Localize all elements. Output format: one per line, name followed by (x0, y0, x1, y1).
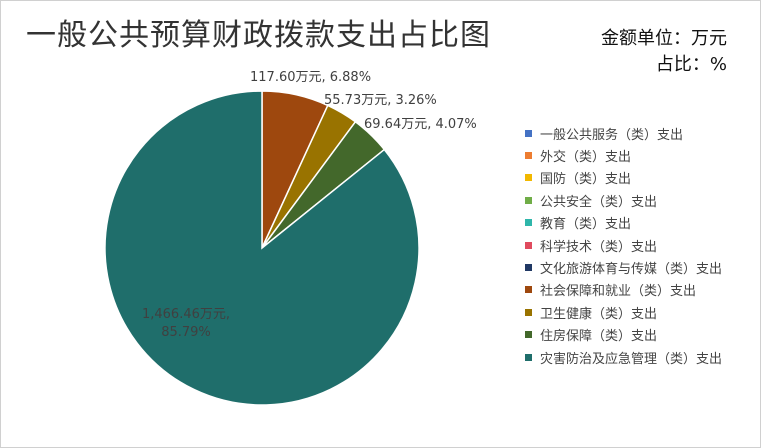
data-label: 117.60万元, 6.88% (250, 70, 371, 85)
legend-swatch (525, 264, 532, 272)
legend-label: 国防（类）支出 (540, 172, 632, 188)
legend-swatch (525, 308, 532, 316)
legend-label: 社会保障和就业（类）支出 (540, 284, 697, 300)
legend-label: 住房保障（类）支出 (540, 329, 658, 345)
legend-swatch (525, 152, 532, 160)
percent-unit-label: 占比：% (655, 54, 727, 75)
legend-swatch (525, 331, 532, 339)
legend-label: 一般公共服务（类）支出 (540, 127, 684, 143)
legend-swatch (525, 353, 532, 361)
legend-swatch (525, 129, 532, 137)
legend-label: 文化旅游体育与传媒（类）支出 (540, 262, 723, 278)
legend-item: 社会保障和就业（类）支出 (525, 279, 722, 301)
legend-item: 教育（类）支出 (525, 212, 722, 234)
legend-label: 科学技术（类）支出 (540, 239, 658, 255)
data-label: 69.64万元, 4.07% (364, 117, 477, 132)
legend-swatch (525, 241, 532, 249)
chart-title: 一般公共预算财政拨款支出占比图 (26, 18, 491, 53)
legend-item: 公共安全（类）支出 (525, 189, 722, 211)
legend-item: 卫生健康（类）支出 (525, 301, 722, 323)
legend-item: 文化旅游体育与传媒（类）支出 (525, 256, 722, 278)
legend-label: 教育（类）支出 (540, 217, 632, 233)
legend-swatch (525, 286, 532, 294)
legend-swatch (525, 174, 532, 182)
legend-label: 外交（类）支出 (540, 150, 632, 166)
data-label: 55.73万元, 3.26% (324, 93, 437, 108)
pie-slice (104, 90, 420, 406)
amount-unit-label: 金额单位：万元 (601, 28, 727, 49)
legend-item: 一般公共服务（类）支出 (525, 122, 722, 144)
legend-swatch (525, 196, 532, 204)
data-label: 85.79% (161, 325, 211, 340)
legend-swatch (525, 219, 532, 227)
legend-label: 卫生健康（类）支出 (540, 306, 658, 322)
legend-item: 住房保障（类）支出 (525, 324, 722, 346)
legend-label: 公共安全（类）支出 (540, 194, 658, 210)
legend-item: 科学技术（类）支出 (525, 234, 722, 256)
legend-label: 灾害防治及应急管理（类）支出 (540, 351, 723, 367)
data-label: 1,466.46万元, (142, 307, 230, 322)
legend-item: 外交（类）支出 (525, 144, 722, 166)
legend-item: 国防（类）支出 (525, 167, 722, 189)
legend: 一般公共服务（类）支出 外交（类）支出 国防（类）支出 公共安全（类）支出 教育… (525, 122, 722, 368)
legend-item: 灾害防治及应急管理（类）支出 (525, 346, 722, 368)
